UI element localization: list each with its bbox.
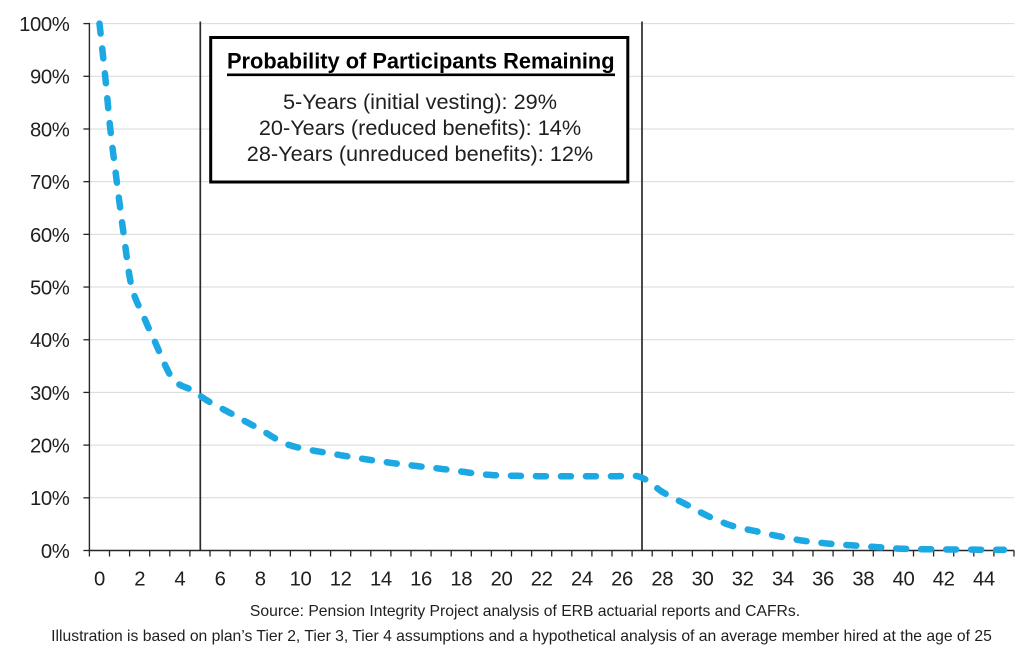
svg-text:4: 4 [174, 569, 185, 591]
svg-text:12: 12 [330, 569, 352, 591]
svg-text:36: 36 [812, 569, 834, 591]
svg-text:90%: 90% [30, 67, 70, 89]
svg-text:28: 28 [651, 569, 673, 591]
svg-text:2: 2 [134, 569, 145, 591]
svg-text:18: 18 [450, 569, 472, 591]
svg-text:20-Years (reduced benefits): 1: 20-Years (reduced benefits): 14% [259, 115, 581, 140]
svg-text:22: 22 [531, 569, 553, 591]
svg-text:40%: 40% [30, 330, 70, 352]
svg-text:80%: 80% [30, 119, 70, 141]
svg-text:44: 44 [973, 569, 995, 591]
svg-text:5-Years (initial vesting): 29%: 5-Years (initial vesting): 29% [283, 89, 557, 114]
svg-text:20%: 20% [30, 436, 70, 458]
svg-text:30: 30 [692, 569, 714, 591]
svg-text:10: 10 [290, 569, 312, 591]
svg-text:32: 32 [732, 569, 754, 591]
svg-text:10%: 10% [30, 488, 70, 510]
svg-text:Source: Pension Integrity Proj: Source: Pension Integrity Project analys… [250, 603, 800, 620]
svg-text:60%: 60% [30, 225, 70, 247]
svg-text:42: 42 [933, 569, 955, 591]
svg-text:8: 8 [255, 569, 266, 591]
svg-text:34: 34 [772, 569, 794, 591]
svg-text:6: 6 [215, 569, 226, 591]
svg-text:40: 40 [893, 569, 915, 591]
svg-text:30%: 30% [30, 383, 70, 405]
svg-text:28-Years (unreduced benefits):: 28-Years (unreduced benefits): 12% [247, 141, 593, 166]
svg-text:24: 24 [571, 569, 593, 591]
svg-text:26: 26 [611, 569, 633, 591]
svg-text:Probability of Participants Re: Probability of Participants Remaining [227, 48, 615, 73]
svg-text:100%: 100% [19, 14, 70, 36]
svg-text:38: 38 [852, 569, 874, 591]
svg-text:0%: 0% [41, 541, 70, 563]
svg-text:50%: 50% [30, 277, 70, 299]
svg-text:70%: 70% [30, 172, 70, 194]
svg-text:20: 20 [491, 569, 513, 591]
svg-text:16: 16 [410, 569, 432, 591]
svg-text:0: 0 [94, 569, 105, 591]
svg-text:Illustration is based on plan’: Illustration is based on plan’s Tier 2, … [51, 628, 992, 645]
svg-text:14: 14 [370, 569, 392, 591]
